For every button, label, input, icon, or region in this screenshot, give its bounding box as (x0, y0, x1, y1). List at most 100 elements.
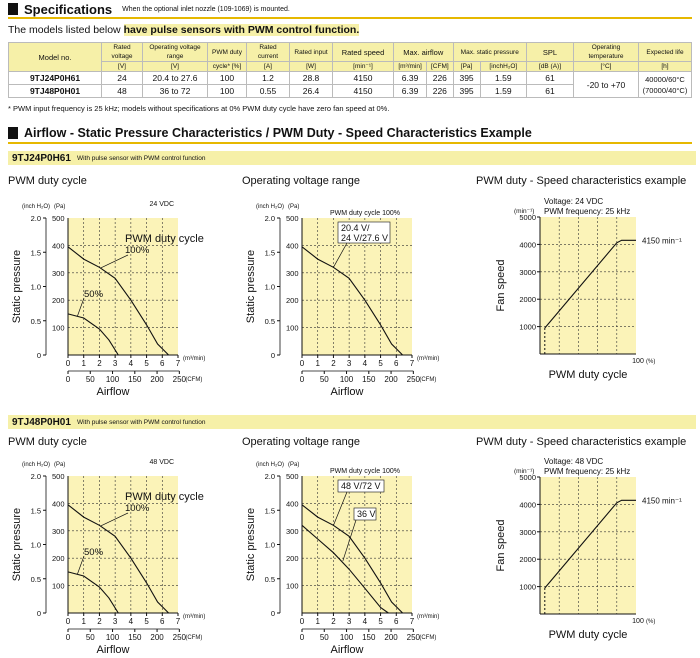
x-tick-m3: 7 (410, 359, 415, 368)
annotation-label: PWM duty cycle (125, 491, 204, 503)
y-unit-inch: (inch H₂O) (22, 462, 50, 468)
series-line (67, 504, 169, 614)
model-desc: With pulse sensor with PWM control funct… (76, 154, 206, 162)
annotation-label: 50% (84, 547, 104, 558)
y-axis-label: Fan speed (495, 260, 507, 312)
frequency-label: PWM frequency: 25 kHz (544, 207, 630, 216)
x-tick-cfm: 50 (320, 633, 329, 642)
x-tick-m3: 6 (160, 617, 165, 626)
intro-text: The models listed below (8, 24, 124, 36)
unit: [V] (101, 61, 143, 72)
y-tick-inch: 1.5 (265, 506, 275, 515)
chart-title: PWM duty cycle (8, 436, 87, 448)
top-label: PWM duty cycle 100% (330, 210, 400, 217)
top-label: PWM duty cycle 100% (330, 468, 400, 475)
y-axis-label: Static pressure (11, 250, 23, 323)
col-model: Model no. (8, 42, 102, 72)
unit: [W] (289, 61, 333, 72)
y-tick-inch: 0 (271, 609, 275, 618)
x-tick-cfm: 0 (66, 633, 71, 642)
x-axis-label: Airflow (96, 386, 129, 398)
x-tick-cfm: 150 (128, 375, 142, 384)
col-temp: Operating temperature (573, 42, 639, 62)
cell: 4150 (332, 84, 394, 98)
table-row: 9TJ24P0H61 24 20.4 to 27.6 100 1.2 28.8 … (8, 71, 692, 98)
cell: 6.39 (392, 84, 428, 98)
x-tick-m3: 7 (176, 617, 181, 626)
section-bullet-icon (8, 127, 18, 139)
y-tick-inch: 1.0 (31, 283, 41, 292)
unit: [V] (142, 61, 208, 72)
chart-pq-pwm-2: (inch H₂O) (Pa)2.01.51.00.505004003002001… (11, 459, 205, 656)
intro-highlight: have pulse sensors with PWM control func… (123, 24, 360, 36)
x-tick-m3: 5 (144, 617, 149, 626)
voltage-label: Voltage: 24 VDC (544, 197, 603, 206)
unit: [h] (638, 61, 692, 72)
frequency-label: PWM frequency: 25 kHz (544, 467, 630, 476)
y-tick: 4000 (519, 240, 536, 249)
y-tick-pa: 300 (52, 527, 65, 536)
y-tick-pa: 300 (286, 269, 299, 278)
x-unit-m3: (m³/min) (183, 614, 205, 620)
x-tick-m3: 2 (97, 359, 102, 368)
y-tick-pa: 500 (52, 214, 65, 223)
plot-background (540, 217, 636, 354)
x-tick-m3: 5 (378, 617, 383, 626)
y-tick-pa: 100 (52, 582, 65, 591)
series-line (301, 524, 389, 614)
y-axis-label: Static pressure (245, 250, 257, 323)
spec-intro: The models listed below have pulse senso… (8, 24, 360, 36)
y-tick-inch: 2.0 (265, 472, 275, 481)
y-tick: 2000 (519, 555, 536, 564)
spec-table: Model no. Rated voltage Operating voltag… (8, 42, 692, 98)
y-tick-pa: 200 (286, 554, 299, 563)
x-tick-cfm: 100 (106, 633, 120, 642)
col-rated-voltage: Rated voltage (101, 42, 143, 62)
y-unit-pa: (Pa) (54, 204, 65, 210)
leader-line (100, 512, 129, 527)
cell: 226 (426, 71, 454, 85)
col-speed: Rated speed (332, 42, 394, 62)
x-tick-m3: 3 (113, 359, 118, 368)
x-unit-cfm: (CFM) (419, 377, 436, 383)
y-tick-inch: 0.5 (31, 575, 41, 584)
unit: [Pa] (452, 61, 481, 72)
y-tick-pa: 500 (286, 472, 299, 481)
x-unit-cfm: (CFM) (185, 635, 202, 641)
y-tick-pa: 100 (52, 324, 65, 333)
x-unit-cfm: (CFM) (419, 635, 436, 641)
section-divider (8, 142, 692, 144)
y-unit-inch: (inch H₂O) (256, 204, 284, 210)
chart-title: Operating voltage range (242, 436, 361, 448)
voltage-label: 48 VDC (149, 459, 174, 466)
cell: 26.4 (289, 84, 333, 98)
x-axis-label: Airflow (330, 644, 363, 656)
leader-line (333, 491, 348, 526)
y-tick-pa: 400 (286, 499, 299, 508)
x-tick-cfm: 100 (106, 375, 120, 384)
x-tick-end: 100 (632, 618, 644, 625)
y-unit-inch: (inch H₂O) (256, 462, 284, 468)
y-tick-inch: 1.0 (265, 283, 275, 292)
cell: 61 (526, 71, 574, 85)
y-axis-label: Static pressure (11, 508, 23, 581)
x-axis-label: Airflow (330, 386, 363, 398)
leader-line (77, 555, 85, 575)
annotation-label: PWM duty cycle (125, 233, 204, 245)
unit: [m³/min] (392, 61, 428, 72)
y-tick-inch: 1.5 (265, 248, 275, 257)
x-tick-cfm: 200 (150, 633, 164, 642)
cell: 1.59 (479, 71, 528, 85)
series-line (544, 239, 636, 329)
x-tick-m3: 0 (66, 617, 71, 626)
y-unit: (min⁻¹) (514, 468, 534, 475)
y-unit-pa: (Pa) (54, 462, 65, 468)
plot-background (540, 477, 636, 614)
cell: 100 (207, 84, 247, 98)
y-tick-inch: 2.0 (31, 214, 41, 223)
x-tick-end: 100 (632, 358, 644, 365)
chart-title: Operating voltage range (242, 175, 361, 187)
x-tick-m3: 4 (363, 359, 368, 368)
